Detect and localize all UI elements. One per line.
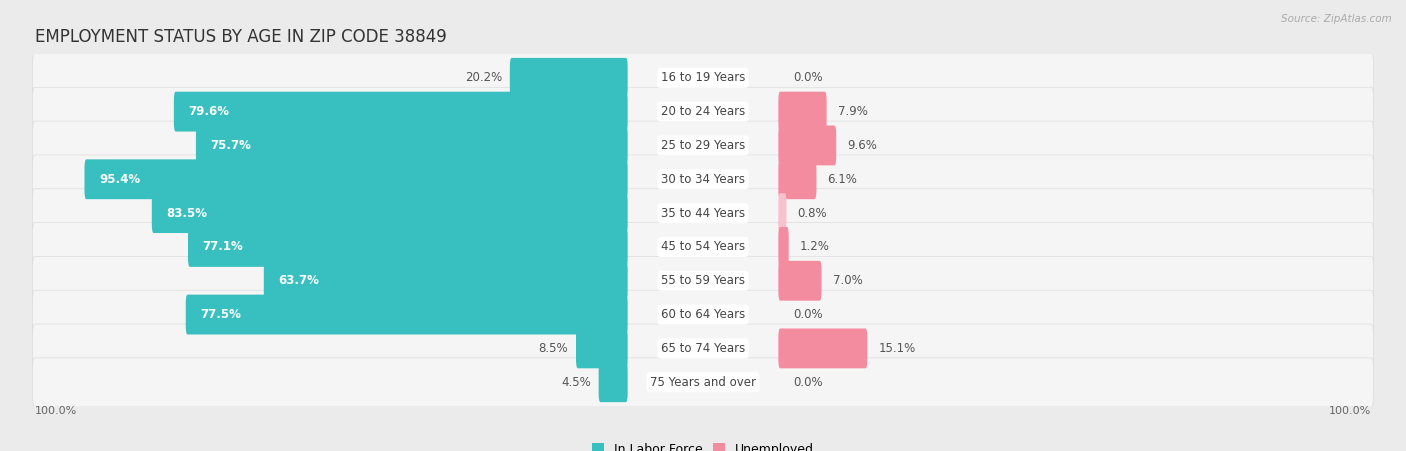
Text: 45 to 54 Years: 45 to 54 Years [661,240,745,253]
Text: 20.2%: 20.2% [465,71,502,84]
FancyBboxPatch shape [32,189,1374,237]
Text: 0.8%: 0.8% [797,207,827,220]
Text: 75 Years and over: 75 Years and over [650,376,756,389]
FancyBboxPatch shape [195,125,627,166]
Text: 63.7%: 63.7% [278,274,319,287]
FancyBboxPatch shape [84,159,627,199]
FancyBboxPatch shape [510,58,627,98]
Text: 83.5%: 83.5% [166,207,208,220]
Text: 0.0%: 0.0% [793,376,823,389]
FancyBboxPatch shape [32,155,1374,203]
Text: 77.5%: 77.5% [201,308,242,321]
FancyBboxPatch shape [32,121,1374,170]
Text: 8.5%: 8.5% [538,342,568,355]
Text: 7.0%: 7.0% [832,274,862,287]
Text: 30 to 34 Years: 30 to 34 Years [661,173,745,186]
FancyBboxPatch shape [779,261,821,301]
Text: 6.1%: 6.1% [828,173,858,186]
FancyBboxPatch shape [32,290,1374,339]
Text: 79.6%: 79.6% [188,105,229,118]
Text: 0.0%: 0.0% [793,71,823,84]
FancyBboxPatch shape [32,222,1374,271]
FancyBboxPatch shape [779,328,868,368]
Text: 77.1%: 77.1% [202,240,243,253]
FancyBboxPatch shape [32,256,1374,305]
Text: 20 to 24 Years: 20 to 24 Years [661,105,745,118]
FancyBboxPatch shape [32,358,1374,407]
FancyBboxPatch shape [152,193,627,233]
Text: EMPLOYMENT STATUS BY AGE IN ZIP CODE 38849: EMPLOYMENT STATUS BY AGE IN ZIP CODE 388… [35,28,446,46]
FancyBboxPatch shape [779,92,827,132]
Text: 4.5%: 4.5% [561,376,591,389]
Text: 0.0%: 0.0% [793,308,823,321]
FancyBboxPatch shape [779,125,837,166]
Text: 25 to 29 Years: 25 to 29 Years [661,139,745,152]
FancyBboxPatch shape [264,261,627,301]
Text: 15.1%: 15.1% [879,342,915,355]
FancyBboxPatch shape [779,159,817,199]
FancyBboxPatch shape [32,87,1374,136]
FancyBboxPatch shape [186,295,627,335]
Legend: In Labor Force, Unemployed: In Labor Force, Unemployed [592,443,814,451]
Text: 7.9%: 7.9% [838,105,868,118]
Text: 60 to 64 Years: 60 to 64 Years [661,308,745,321]
FancyBboxPatch shape [779,227,789,267]
Text: 95.4%: 95.4% [100,173,141,186]
FancyBboxPatch shape [779,193,786,233]
Text: 55 to 59 Years: 55 to 59 Years [661,274,745,287]
Text: 9.6%: 9.6% [848,139,877,152]
Text: 100.0%: 100.0% [1329,406,1371,416]
Text: 1.2%: 1.2% [800,240,830,253]
FancyBboxPatch shape [576,328,627,368]
FancyBboxPatch shape [188,227,627,267]
Text: Source: ZipAtlas.com: Source: ZipAtlas.com [1281,14,1392,23]
FancyBboxPatch shape [32,324,1374,373]
Text: 75.7%: 75.7% [211,139,252,152]
FancyBboxPatch shape [32,53,1374,102]
Text: 100.0%: 100.0% [35,406,77,416]
Text: 16 to 19 Years: 16 to 19 Years [661,71,745,84]
FancyBboxPatch shape [599,362,627,402]
FancyBboxPatch shape [174,92,627,132]
Text: 35 to 44 Years: 35 to 44 Years [661,207,745,220]
Text: 65 to 74 Years: 65 to 74 Years [661,342,745,355]
